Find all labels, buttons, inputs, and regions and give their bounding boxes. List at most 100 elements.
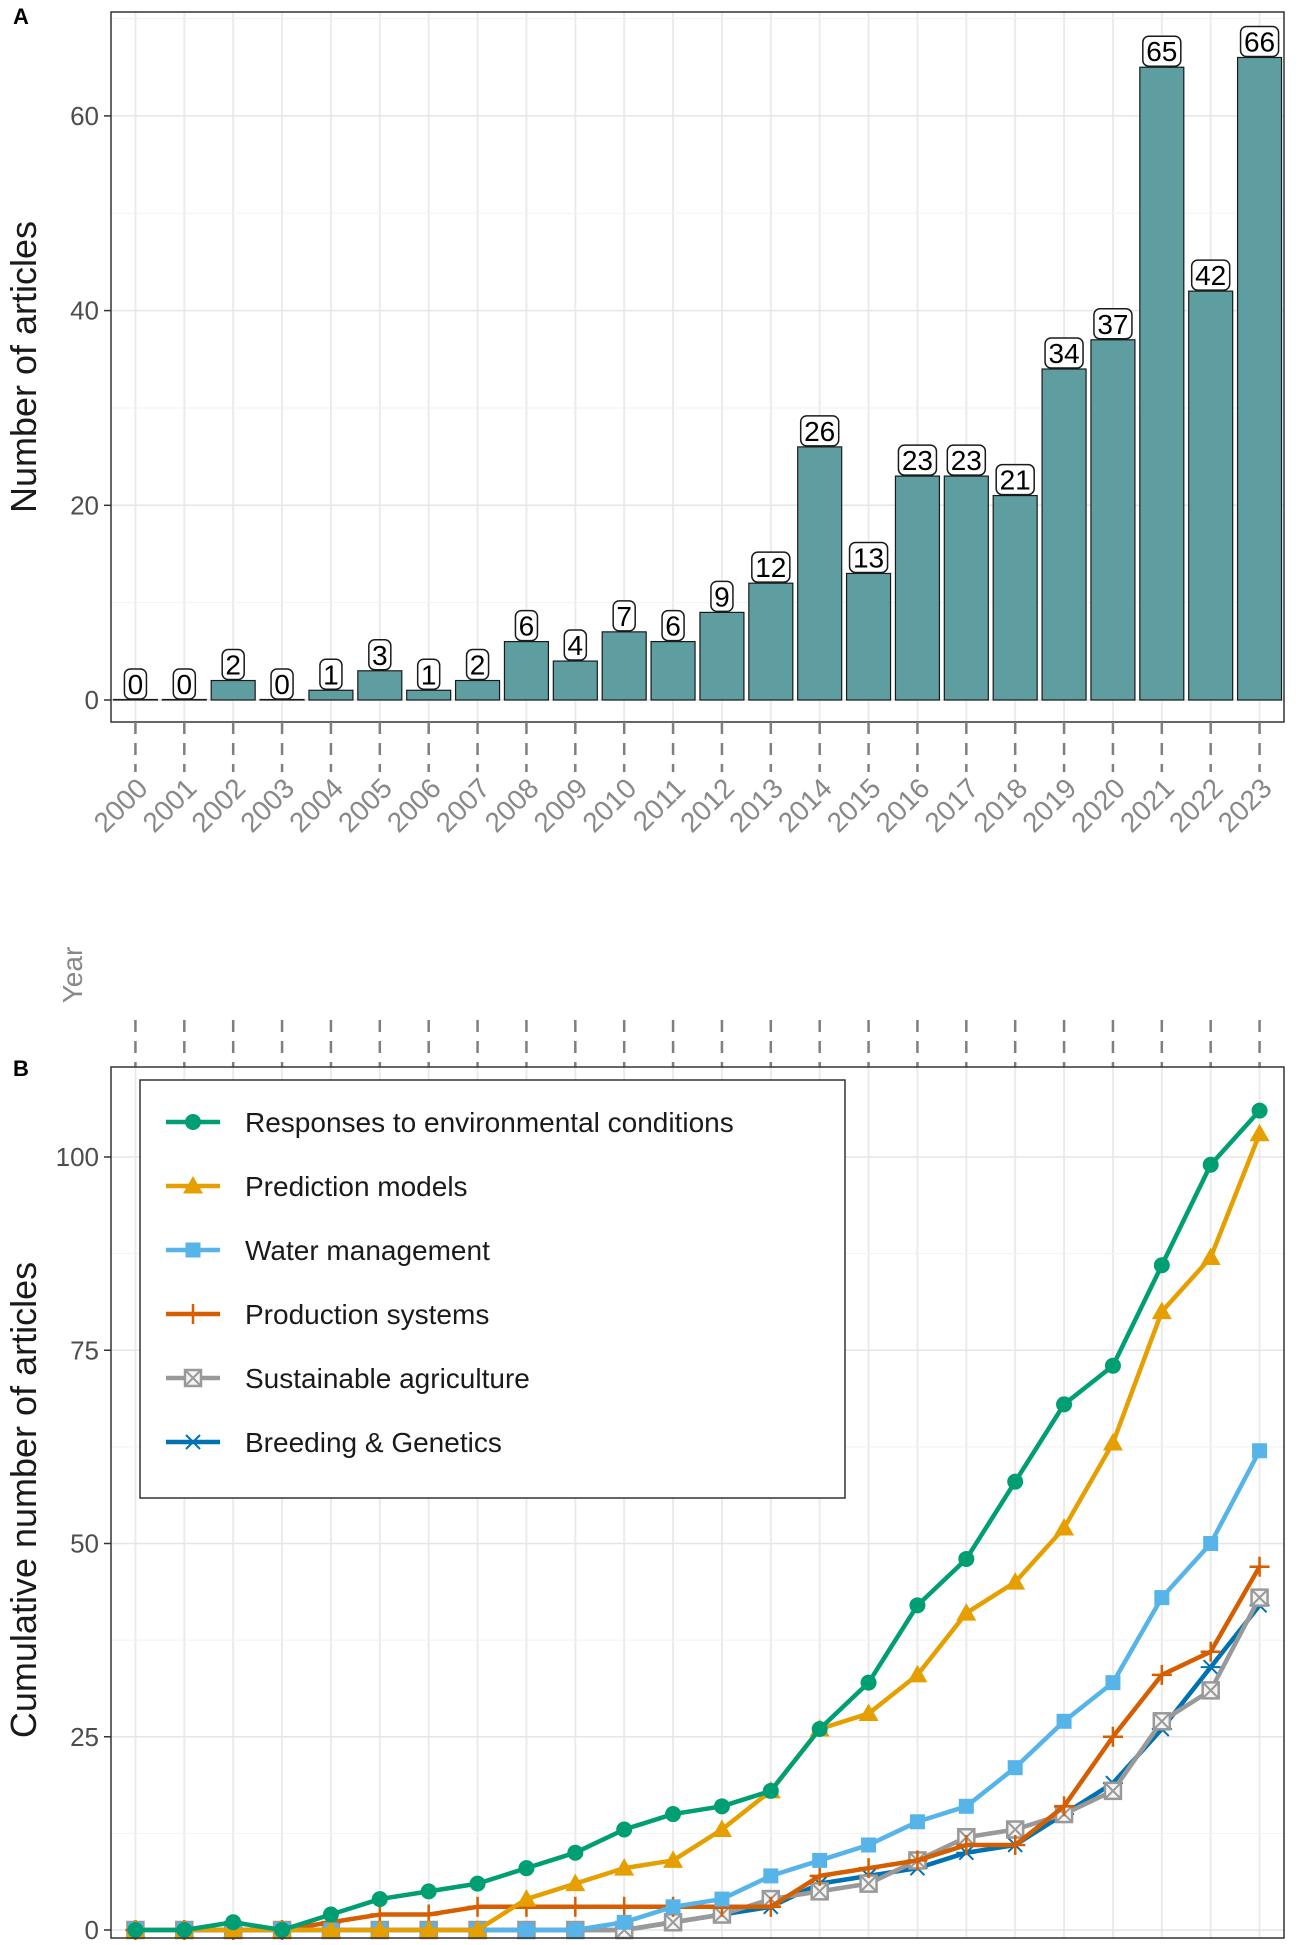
bar-label-box xyxy=(270,668,294,700)
year-tick-2018: 2018 xyxy=(967,772,1033,838)
year-tick-2013: 2013 xyxy=(723,772,789,838)
bar-label-2016: 23 xyxy=(897,444,938,476)
marker-square xyxy=(518,1922,534,1938)
year-tick-2007: 2007 xyxy=(430,772,496,838)
series-line xyxy=(133,1108,1262,1933)
point-2001 xyxy=(176,1922,193,1938)
shared-year-axis: 2000200120022003200420052006200720082009… xyxy=(57,722,1278,1067)
marker-circle xyxy=(127,1922,144,1938)
legend-label: Breeding & Genetics xyxy=(245,1427,502,1458)
panel-a-bars xyxy=(112,56,1283,701)
bar-label-text: 34 xyxy=(1048,338,1079,369)
point-2018 xyxy=(1007,1760,1023,1776)
bar-label-2013: 12 xyxy=(751,551,791,583)
marker-circle xyxy=(322,1906,339,1923)
legend-swatch-marker xyxy=(183,1368,203,1388)
marker-square xyxy=(763,1868,779,1884)
point-2017 xyxy=(958,1798,974,1814)
marker-triangle xyxy=(1200,1247,1221,1265)
point-2022 xyxy=(1201,1681,1220,1700)
bar-2023 xyxy=(1236,56,1283,701)
bar-2017 xyxy=(943,475,989,701)
bar-label-2000: 0 xyxy=(123,668,148,700)
legend-item-responses-to-environmental-conditions: Responses to environmental conditions xyxy=(166,1107,734,1138)
year-tick-2008: 2008 xyxy=(479,772,545,838)
bar-2006 xyxy=(406,689,452,701)
marker-circle xyxy=(958,1550,975,1567)
year-tick-2021: 2021 xyxy=(1114,772,1180,838)
point-2004 xyxy=(322,1906,339,1923)
point-2020 xyxy=(1104,1357,1121,1374)
marker-cross-b xyxy=(1104,1782,1122,1800)
marker-cross-b xyxy=(1153,1712,1171,1730)
bar-label-2004: 1 xyxy=(319,658,343,690)
bar-label-box xyxy=(661,609,685,642)
legend-swatch-marker xyxy=(183,1434,203,1450)
year-tick-2001: 2001 xyxy=(137,772,203,838)
point-2006 xyxy=(418,1920,439,1938)
bar-label-box xyxy=(1044,337,1084,369)
point-2011 xyxy=(663,1850,684,1868)
bar-label-text: 2 xyxy=(225,650,241,681)
bar-label-2005: 3 xyxy=(368,639,392,671)
bar-label-box xyxy=(1190,259,1231,291)
year-tick-2005: 2005 xyxy=(332,772,398,838)
bar-label-text: 26 xyxy=(804,416,835,447)
y-tick-label: 100 xyxy=(56,1142,99,1172)
bar-2020 xyxy=(1090,339,1136,701)
bar-label-box xyxy=(995,463,1035,496)
point-2011 xyxy=(665,1899,681,1915)
marker-square xyxy=(1105,1675,1121,1691)
point-2018 xyxy=(1005,1834,1026,1855)
point-2018 xyxy=(1005,1820,1025,1839)
legend-item-production-systems: Production systems xyxy=(166,1299,489,1330)
bar-label-text: 23 xyxy=(902,445,933,476)
marker-triangle xyxy=(1054,1518,1075,1536)
bar-label-text: 65 xyxy=(1146,36,1177,67)
bar-label-box xyxy=(946,444,987,476)
point-2023 xyxy=(1251,1102,1268,1119)
bar-label-text: 2 xyxy=(470,650,486,681)
marker-circle xyxy=(371,1891,388,1908)
point-2019 xyxy=(1056,1396,1073,1413)
bar-label-2022: 42 xyxy=(1190,259,1231,291)
point-2018 xyxy=(1007,1473,1024,1490)
marker-triangle xyxy=(369,1920,390,1938)
point-2020 xyxy=(1103,1781,1123,1801)
y-tick-label: 60 xyxy=(70,101,99,131)
bar-2015 xyxy=(845,572,892,701)
year-tick-2000: 2000 xyxy=(88,772,154,838)
marker-circle xyxy=(1202,1156,1219,1173)
marker-circle xyxy=(185,1114,201,1130)
bar-2019 xyxy=(1041,368,1087,701)
bar-label-box xyxy=(897,444,938,476)
y-tick-label: 20 xyxy=(70,490,99,520)
marker-circle xyxy=(1056,1396,1073,1413)
point-2018 xyxy=(1005,1572,1026,1590)
marker-triangle xyxy=(1249,1123,1270,1142)
bar-2009 xyxy=(552,660,598,701)
year-tick-2012: 2012 xyxy=(674,772,740,838)
legend-item-prediction-models: Prediction models xyxy=(166,1171,468,1202)
line-chart-panel: 0 25 50 75 100 Cumulative number of articles… xyxy=(3,1066,1285,1945)
bar-2014 xyxy=(797,446,843,701)
bar-2002 xyxy=(210,679,256,701)
point-2016 xyxy=(909,1814,925,1830)
point-2023 xyxy=(1249,1123,1270,1142)
marker-circle xyxy=(420,1883,437,1900)
year-tick-2016: 2016 xyxy=(870,772,936,838)
y-tick-label: 25 xyxy=(70,1722,99,1752)
marker-cross-b xyxy=(1201,1681,1220,1700)
point-2007 xyxy=(467,1896,488,1917)
year-tick-2006: 2006 xyxy=(381,772,447,838)
marker-triangle xyxy=(1005,1572,1026,1590)
point-2022 xyxy=(1200,1247,1221,1265)
marker-circle xyxy=(518,1860,535,1877)
bar-label-box xyxy=(1239,25,1280,58)
bar-label-2002: 2 xyxy=(221,648,245,681)
point-2007 xyxy=(469,1875,486,1892)
marker-circle xyxy=(225,1914,242,1931)
bar-label-box xyxy=(751,551,791,583)
marker-triangle xyxy=(516,1889,537,1907)
